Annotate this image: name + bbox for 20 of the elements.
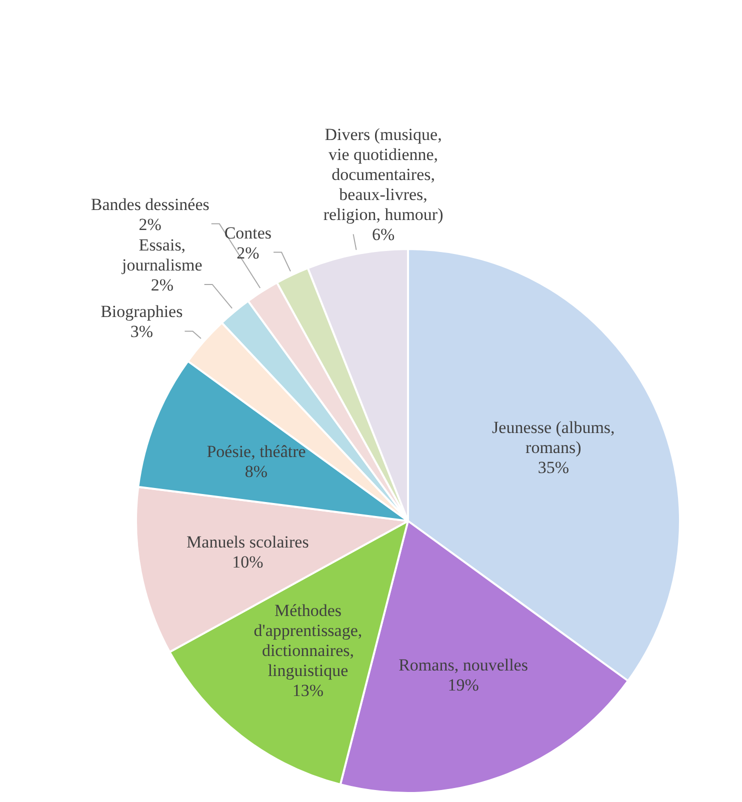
data-label: 8% bbox=[244, 462, 268, 481]
data-label: 2% bbox=[138, 214, 162, 234]
data-label: 19% bbox=[448, 676, 479, 695]
slice-label: Méthodes d'apprentissage, dictionnaires, linguistique bbox=[254, 600, 362, 680]
slice-label: Manuels scolaires bbox=[186, 532, 309, 552]
slice-label: Divers (musique, vie quotidienne, documentaires, beaux-livres, religion, humour) bbox=[323, 125, 444, 224]
data-label: 3% bbox=[130, 322, 153, 342]
slice-label: Poésie, théâtre bbox=[206, 442, 306, 461]
data-label: 35% bbox=[538, 458, 569, 477]
slice-label: Jeunesse (albums, romans) bbox=[492, 418, 615, 457]
slice-label: Bandes dessinées bbox=[90, 194, 210, 214]
data-label: 2% bbox=[150, 275, 174, 294]
slice-label: Essais, journalisme bbox=[121, 235, 202, 274]
slice-label: Biographies bbox=[100, 302, 183, 322]
data-label: 2% bbox=[236, 243, 260, 262]
data-label: 6% bbox=[372, 225, 395, 244]
slice-label: Contes bbox=[224, 223, 272, 242]
data-label: 10% bbox=[232, 552, 264, 572]
slice-label: Romans, nouvelles bbox=[398, 656, 528, 675]
data-label: 13% bbox=[292, 680, 324, 700]
